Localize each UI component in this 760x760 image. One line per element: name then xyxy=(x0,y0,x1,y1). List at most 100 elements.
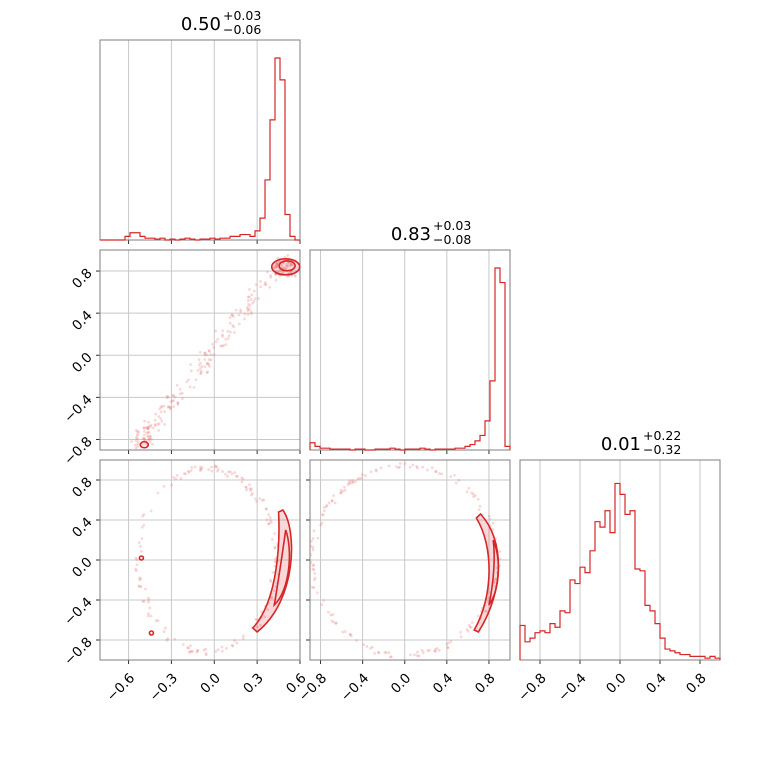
sample-point xyxy=(214,340,218,344)
sample-point xyxy=(445,642,449,646)
title-lower-error: −0.32 xyxy=(643,442,681,457)
sample-point xyxy=(343,488,347,492)
hist-panel-1: 0.83 +0.03−0.08 xyxy=(309,218,511,454)
sample-point xyxy=(273,547,277,550)
sample-point xyxy=(142,437,146,441)
x-tick-label: 0.0 xyxy=(388,670,415,697)
sample-point xyxy=(334,622,338,625)
y-tick-label: 0.0 xyxy=(69,554,96,581)
sample-point xyxy=(148,437,152,441)
sample-point xyxy=(290,262,294,266)
sample-point xyxy=(446,646,450,649)
sample-point xyxy=(221,335,224,338)
x-tick-label: −0.3 xyxy=(147,670,181,704)
sample-point xyxy=(347,481,351,485)
sample-point xyxy=(349,632,352,636)
sample-point xyxy=(222,344,225,348)
sample-point xyxy=(247,302,250,306)
sample-point xyxy=(466,629,470,633)
sample-point xyxy=(156,422,160,426)
sample-point xyxy=(136,437,139,441)
sample-point xyxy=(153,418,157,422)
scatter-panel-1-2: −0.8 −0.4 0.0 0.4 0.8 xyxy=(296,459,511,705)
sample-point xyxy=(284,266,288,270)
sample-point xyxy=(144,587,147,591)
sample-point xyxy=(437,472,441,475)
sample-point xyxy=(332,620,336,624)
title-upper-error: +0.22 xyxy=(643,428,681,443)
sample-point xyxy=(178,392,182,396)
sample-point xyxy=(159,410,163,414)
sample-point xyxy=(485,610,488,613)
sample-point xyxy=(162,404,166,408)
sample-point xyxy=(221,333,224,337)
sample-point xyxy=(379,466,383,470)
sample-point xyxy=(269,275,273,279)
sample-point xyxy=(230,313,234,317)
sample-point xyxy=(165,638,169,642)
sample-point xyxy=(137,585,141,588)
sample-point xyxy=(416,466,419,470)
sample-point xyxy=(250,310,253,314)
sample-point xyxy=(275,261,279,265)
sample-point xyxy=(138,578,141,582)
sample-point xyxy=(275,262,279,266)
sample-point xyxy=(137,430,141,434)
sample-point xyxy=(147,596,150,600)
sample-point xyxy=(226,337,230,340)
sample-point xyxy=(134,428,138,432)
sample-point xyxy=(175,474,179,477)
sample-point xyxy=(311,546,315,549)
sample-point xyxy=(149,425,152,429)
x-tick-label: 0.3 xyxy=(240,670,267,697)
panel-frame xyxy=(309,459,511,661)
sample-point xyxy=(488,517,492,521)
sample-point xyxy=(286,264,290,268)
sample-point xyxy=(470,621,474,625)
sample-point xyxy=(137,584,141,588)
sample-point xyxy=(171,393,175,397)
sample-point xyxy=(207,468,211,472)
sample-point xyxy=(331,613,335,616)
sample-point xyxy=(232,325,236,329)
sample-point xyxy=(147,438,150,442)
sample-point xyxy=(437,648,441,652)
sample-point xyxy=(241,637,245,640)
y-tick-label: 0.8 xyxy=(69,474,96,501)
sample-point xyxy=(330,619,334,623)
sample-point xyxy=(143,437,146,440)
panel-frame xyxy=(309,249,511,451)
sample-point xyxy=(411,463,415,467)
sample-point xyxy=(389,655,392,659)
sample-point xyxy=(239,308,243,312)
sample-point xyxy=(232,314,235,318)
sample-point xyxy=(417,654,421,658)
y-tick-label: 0.4 xyxy=(69,514,96,541)
sample-point xyxy=(408,465,412,469)
sample-point xyxy=(228,321,232,325)
sample-point xyxy=(171,394,175,398)
histogram-1 xyxy=(309,267,511,451)
sample-point xyxy=(309,561,313,564)
sample-point xyxy=(246,309,250,313)
sample-point xyxy=(395,465,398,469)
sample-point xyxy=(221,470,225,473)
sample-point xyxy=(142,600,146,603)
sample-point xyxy=(457,478,461,482)
sample-point xyxy=(435,647,439,650)
sample-point xyxy=(267,513,271,517)
sample-point xyxy=(267,522,271,526)
sample-point xyxy=(269,274,273,277)
sample-point xyxy=(190,650,193,654)
sample-point xyxy=(430,466,434,470)
sample-point xyxy=(169,400,173,403)
sample-point xyxy=(209,358,213,362)
sample-point xyxy=(134,439,138,443)
sample-point xyxy=(172,476,175,479)
x-tick-label: −0.8 xyxy=(515,670,549,704)
sample-point xyxy=(486,600,490,603)
sample-point xyxy=(141,436,145,440)
sample-point xyxy=(311,564,315,567)
sample-point xyxy=(167,405,171,409)
hist-panel-2: 0.01 +0.22−0.32 xyxy=(519,428,721,664)
